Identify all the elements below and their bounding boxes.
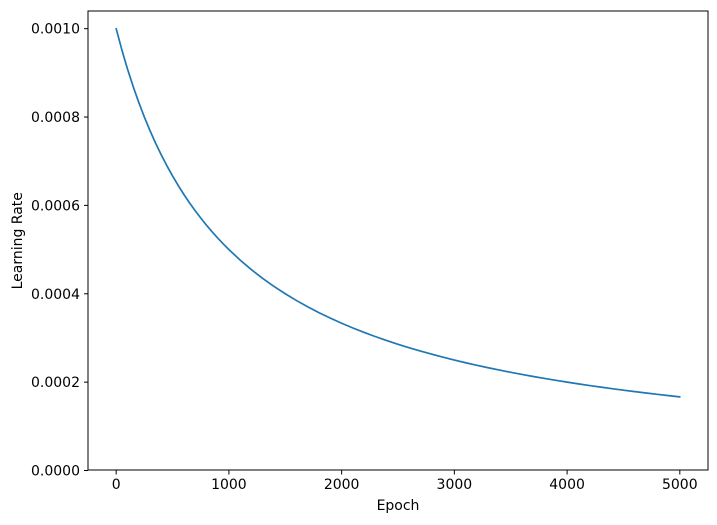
y-tick-label: 0.0000 [31, 464, 80, 480]
x-tick-label: 1000 [211, 477, 247, 493]
y-tick-label: 0.0004 [31, 287, 80, 303]
plot-border [87, 10, 709, 471]
x-tick-label: 3000 [437, 477, 473, 493]
series-line-learning-rate-decay [115, 27, 681, 398]
y-tick-label: 0.0010 [31, 22, 80, 38]
x-tick-label: 5000 [662, 477, 698, 493]
series-layer [115, 27, 681, 398]
y-tick-label: 0.0002 [31, 375, 80, 391]
x-tick-label: 0 [112, 477, 121, 493]
tick-layer: 0 1000 2000 3000 4000 5000 0.0000 0.0002 0.0004 0… [31, 22, 698, 493]
x-tick-label: 4000 [549, 477, 585, 493]
y-tick-label: 0.0008 [31, 110, 80, 126]
y-axis-label: Learning Rate [10, 192, 26, 289]
y-tick-label: 0.0006 [31, 198, 80, 214]
x-tick-label: 2000 [324, 477, 360, 493]
x-axis-label: Epoch [377, 498, 420, 514]
